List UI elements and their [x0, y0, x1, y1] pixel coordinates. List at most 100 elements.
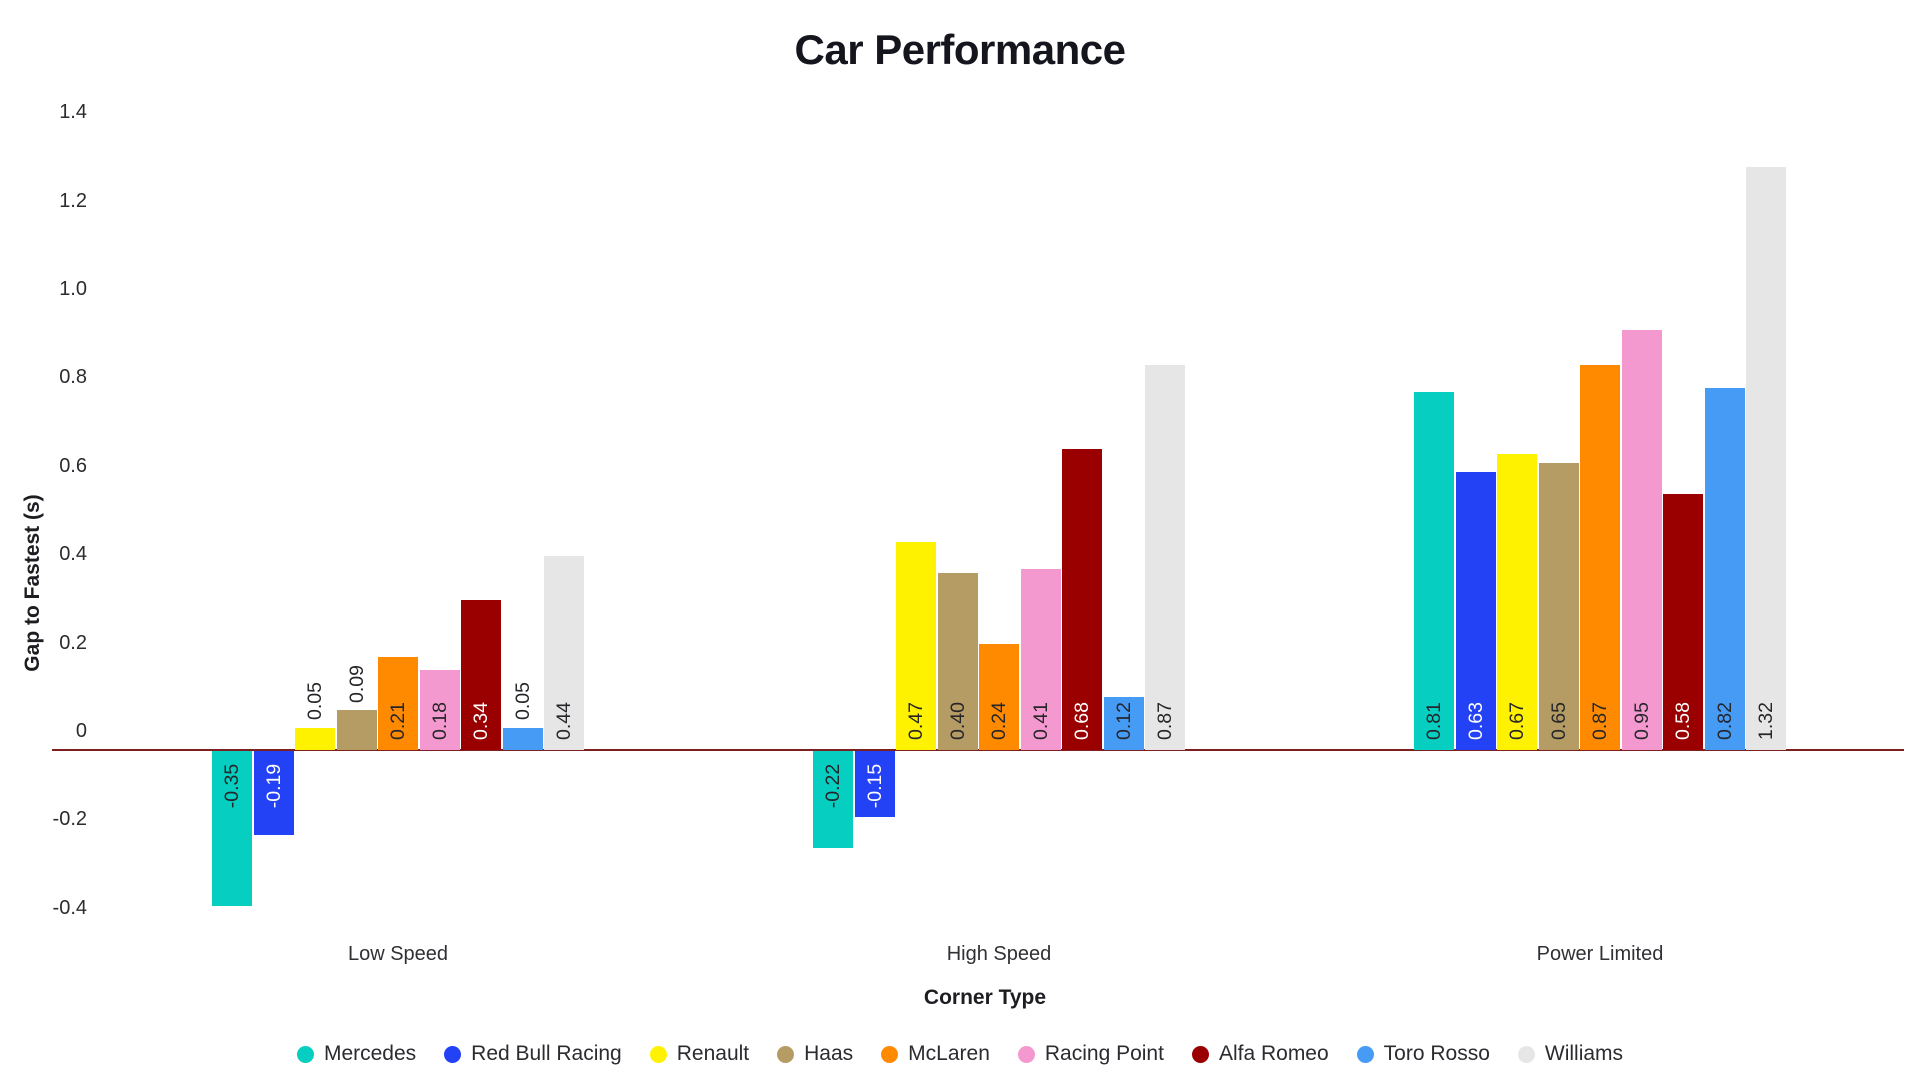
y-tick-label: 1.0	[59, 278, 87, 300]
legend-label: Racing Point	[1044, 1042, 1164, 1065]
bar-mercedes	[813, 751, 853, 849]
bar-value-label: 0.44	[553, 702, 575, 741]
y-tick-label: 0.8	[59, 366, 87, 389]
legend: Mercedes Red Bull Racing Renault Haas McLare…	[0, 1042, 1920, 1066]
bar-value-label: 0.21	[387, 702, 409, 741]
bar-value-label: 0.82	[1713, 702, 1736, 741]
bar-value-label: -0.35	[221, 763, 243, 808]
legend-swatch-icon	[1356, 1045, 1374, 1063]
bar-toro-rosso	[502, 727, 543, 750]
y-tick-label: 1.2	[59, 189, 87, 212]
bar-red-bull-racing	[1455, 471, 1496, 750]
bar-value-label: 0.47	[905, 702, 927, 741]
legend-item-renault: Renault	[649, 1042, 750, 1066]
bar-alfa-romeo	[1062, 449, 1102, 750]
legend-label: McLaren	[908, 1042, 990, 1065]
legend-item-red-bull-racing: Red Bull Racing	[444, 1042, 622, 1066]
bar-mclaren	[1580, 365, 1620, 750]
bar-value-label: -0.15	[863, 763, 886, 808]
bar-value-label: 0.40	[946, 702, 969, 741]
y-tick-label: 0.4	[59, 543, 87, 566]
legend-swatch-icon	[777, 1045, 795, 1063]
bar-value-label: 0.58	[1672, 702, 1694, 741]
bar-renault	[1497, 453, 1537, 750]
legend-swatch-icon	[1191, 1045, 1209, 1063]
bar-value-label: 0.87	[1589, 702, 1611, 741]
legend-item-mclaren: McLaren	[881, 1042, 990, 1066]
legend-swatch-icon	[881, 1045, 899, 1063]
bar-value-label: 0.34	[470, 702, 492, 741]
legend-swatch-icon	[296, 1045, 314, 1063]
bar-williams	[1145, 365, 1185, 750]
bar-value-label: 0.67	[1506, 702, 1528, 741]
bar-value-label: 0.12	[1112, 702, 1135, 741]
legend-item-mercedes: Mercedes	[296, 1042, 417, 1066]
bar-toro-rosso	[1704, 387, 1745, 750]
bar-mercedes	[212, 751, 252, 906]
legend-swatch-icon	[1017, 1045, 1035, 1063]
bar-red-bull-racing	[854, 751, 895, 818]
legend-label: Red Bull Racing	[471, 1042, 622, 1065]
legend-item-haas: Haas	[777, 1042, 853, 1066]
bar-value-label: 0.09	[345, 664, 368, 703]
legend-label: Mercedes	[323, 1042, 417, 1065]
legend-label: Haas	[804, 1042, 854, 1065]
bar-racing-point	[1621, 330, 1662, 750]
legend-swatch-icon	[649, 1045, 667, 1063]
bar-mclaren	[979, 643, 1019, 750]
bar-value-label: 0.95	[1630, 702, 1653, 741]
legend-item-alfa-romeo: Alfa Romeo	[1191, 1042, 1329, 1066]
legend-label: Williams	[1544, 1042, 1624, 1065]
bar-mercedes	[1414, 391, 1454, 750]
bar-racing-point	[419, 670, 460, 750]
bar-value-label: 0.05	[304, 682, 326, 721]
legend-label: Renault	[676, 1042, 750, 1065]
legend-label: Alfa Romeo	[1218, 1042, 1329, 1065]
bar-value-label: 0.24	[988, 702, 1010, 741]
bar-alfa-romeo	[1663, 493, 1703, 750]
x-tick-label-high-speed: High Speed	[946, 943, 1052, 965]
bar-value-label: -0.22	[822, 763, 844, 808]
legend-swatch-icon	[1517, 1045, 1535, 1063]
bar-racing-point	[1020, 568, 1061, 750]
bar-williams	[1746, 166, 1786, 750]
bar-haas	[1538, 462, 1579, 750]
bar-value-label: 1.32	[1755, 702, 1777, 741]
bar-haas	[937, 573, 978, 750]
bar-value-label: -0.19	[262, 763, 285, 808]
bar-value-label: 0.81	[1423, 702, 1445, 741]
x-axis-title: Corner Type	[923, 986, 1047, 1009]
bar-renault	[896, 542, 936, 750]
bar-haas	[336, 710, 377, 750]
y-tick-label: 0.6	[59, 454, 87, 477]
y-axis-title: Gap to Fastest (s)	[21, 494, 44, 672]
bar-renault	[295, 727, 335, 750]
x-tick-label-low-speed: Low Speed	[347, 943, 449, 965]
bar-value-label: 0.87	[1154, 702, 1176, 741]
bar-value-label: 0.65	[1547, 702, 1570, 741]
y-tick-label: 0	[75, 720, 87, 742]
legend-item-toro-rosso: Toro Rosso	[1356, 1042, 1490, 1066]
y-tick-label: -0.2	[52, 808, 87, 831]
bar-value-label: 0.41	[1029, 702, 1052, 741]
x-tick-label-power-limited: Power Limited	[1536, 943, 1664, 965]
bar-value-label: 0.68	[1071, 702, 1093, 741]
bar-value-label: 0.18	[428, 702, 451, 741]
y-tick-label: 1.4	[59, 101, 87, 124]
zero-baseline	[52, 748, 1904, 751]
bar-mclaren	[378, 657, 418, 750]
y-tick-label: 0.2	[59, 631, 87, 654]
legend-item-williams: Williams	[1517, 1042, 1624, 1066]
y-tick-label: -0.4	[52, 896, 87, 919]
legend-label: Toro Rosso	[1383, 1042, 1490, 1065]
bar-value-label: 0.05	[511, 682, 534, 721]
legend-swatch-icon	[444, 1045, 462, 1063]
bar-williams	[544, 555, 584, 750]
bar-alfa-romeo	[461, 599, 501, 750]
chart-title: Car Performance	[794, 26, 1126, 73]
legend-item-racing-point: Racing Point	[1017, 1042, 1164, 1066]
bar-toro-rosso	[1103, 696, 1144, 750]
bar-value-label: 0.63	[1464, 702, 1487, 741]
bar-red-bull-racing	[253, 751, 294, 835]
